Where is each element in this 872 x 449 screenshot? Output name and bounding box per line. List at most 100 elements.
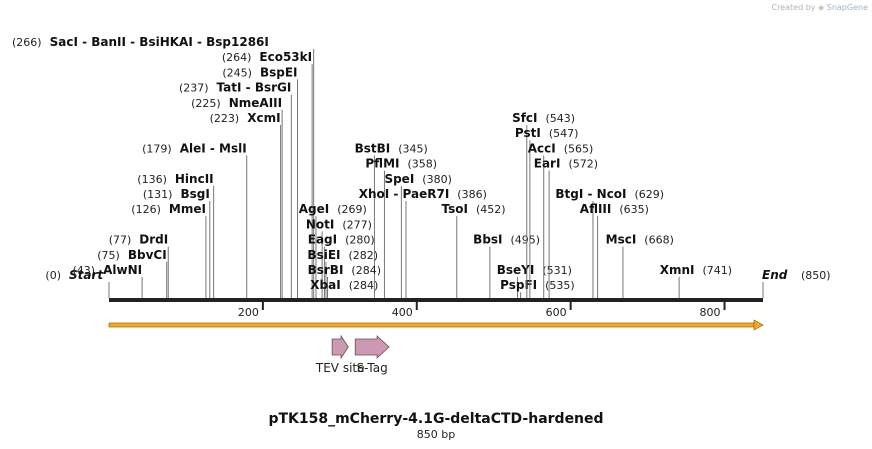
site-btgi[interactable]: (629) BtgI - NcoI [555, 187, 664, 298]
site-name[interactable]: BsgI [180, 187, 209, 201]
site-bseyi[interactable]: (531) BseYI [497, 263, 572, 298]
site-name[interactable]: XhoI - PaeR7I [359, 187, 450, 201]
site-msci[interactable]: (668) MscI [606, 233, 674, 298]
ruler-tick-label: 200 [238, 306, 259, 319]
site-name[interactable]: PspFI [500, 278, 537, 292]
site-position: (284) [349, 279, 379, 292]
site-name[interactable]: XcmI [247, 111, 280, 125]
site-name[interactable]: AccI [528, 141, 556, 155]
site-name[interactable]: BsrBI [308, 263, 344, 277]
site-position: (126) [131, 203, 161, 216]
site-name[interactable]: NmeAIII [229, 96, 282, 110]
site-position: (358) [408, 158, 438, 171]
site-acci[interactable]: (565) AccI [528, 141, 594, 298]
site-name[interactable]: Eco53kI [259, 50, 312, 64]
end-position-label: (850) [801, 269, 831, 282]
credit-prefix: Created by [771, 3, 816, 12]
site-alei[interactable]: (179) AleI - MslI [142, 141, 248, 298]
feature-arrow[interactable] [331, 334, 349, 360]
site-name[interactable]: EagI [308, 233, 337, 247]
site-afliii[interactable]: (635) AflIII [580, 202, 649, 298]
site-sfci[interactable]: (543) SfcI [512, 111, 575, 298]
site-pspfi[interactable]: (535) PspFI [500, 278, 575, 298]
site-position: (668) [644, 234, 674, 247]
feature-tev-site[interactable]: TEV site [315, 334, 365, 375]
site-bbsi[interactable]: (495) BbsI [473, 233, 540, 298]
site-bsrbi[interactable]: (284) BsrBI [308, 263, 381, 298]
site-eari[interactable]: (572) EarI [534, 157, 598, 298]
feature-s-tag[interactable]: S-Tag [354, 335, 390, 375]
site-name[interactable]: PflMI [365, 157, 399, 171]
site-position: (131) [143, 188, 173, 201]
site-name[interactable]: SacI - BanII - BsiHKAI - Bsp1286I [50, 35, 269, 49]
feature-label: S-Tag [357, 361, 388, 375]
site-name[interactable]: BbsI [473, 233, 502, 247]
site-name[interactable]: BsiEI [307, 248, 340, 262]
site-name[interactable]: SfcI [512, 111, 537, 125]
site-name[interactable]: XbaI [310, 278, 340, 292]
ruler-tick-400: 400 [392, 302, 418, 319]
site-xbai[interactable]: (284) XbaI [310, 278, 378, 298]
site-spei[interactable]: (380) SpeI [384, 172, 452, 298]
site-name[interactable]: DrdI [139, 233, 168, 247]
site-bstbi[interactable]: (345) BstBI [355, 141, 428, 298]
site-pflmi[interactable]: (358) PflMI [365, 157, 437, 298]
site-agei[interactable]: (269) AgeI [299, 202, 367, 298]
start-label[interactable]: Start [69, 268, 104, 282]
site-name[interactable]: PstI [515, 126, 541, 140]
feature-label: TEV site [315, 361, 365, 375]
site-position: (223) [210, 112, 240, 125]
site-eagi[interactable]: (280) EagI [308, 233, 375, 298]
site-saci[interactable]: (266) SacI - BanII - BsiHKAI - Bsp1286I [12, 35, 315, 298]
site-bsgi[interactable]: (131) BsgI [143, 187, 211, 298]
site-name[interactable]: BspEI [260, 65, 298, 79]
site-name[interactable]: TatI - BsrGI [217, 81, 292, 95]
site-name[interactable]: SpeI [384, 172, 414, 186]
orf-arrowhead-icon [753, 319, 764, 331]
site-name[interactable]: BstBI [355, 141, 391, 155]
site-name[interactable]: AlwNI [103, 263, 142, 277]
sequence-backbone [109, 298, 763, 302]
site-name[interactable]: BbvCI [128, 248, 167, 262]
site-name[interactable]: AgeI [299, 202, 329, 216]
orf-arrow-body[interactable] [108, 322, 755, 328]
site-xcmi[interactable]: (223) XcmI [210, 111, 282, 298]
site-name[interactable]: MscI [606, 233, 637, 247]
site-nmeaiii[interactable]: (225) NmeAIII [191, 96, 283, 298]
site-name[interactable]: MmeI [169, 202, 206, 216]
ruler-tick-label: 800 [700, 306, 721, 319]
ruler-tick-800: 800 [700, 302, 726, 319]
site-bspei[interactable]: (245) BspEI [222, 65, 299, 298]
site-tsoi[interactable]: (452) TsoI [442, 202, 506, 298]
site-drdi[interactable]: (77) DrdI [109, 233, 169, 298]
site-hincii[interactable]: (136) HincII [137, 172, 215, 298]
site-name[interactable]: BseYI [497, 263, 535, 277]
feature-arrow[interactable] [354, 335, 390, 359]
site-name[interactable]: HincII [175, 172, 214, 186]
site-position: (547) [549, 127, 579, 140]
site-bbvci[interactable]: (75) BbvCI [97, 248, 168, 298]
site-tati[interactable]: (237) TatI - BsrGI [179, 81, 292, 298]
site-name[interactable]: TsoI [442, 202, 468, 216]
site-position: (565) [564, 142, 594, 155]
site-noti[interactable]: (277) NotI [306, 217, 372, 298]
site-name[interactable]: NotI [306, 217, 335, 231]
site-alwni[interactable]: (43) AlwNI [72, 263, 143, 298]
site-xhoi[interactable]: (386) XhoI - PaeR7I [359, 187, 487, 298]
site-xmni[interactable]: (741) XmnI [660, 263, 732, 298]
site-psti[interactable]: (547) PstI [515, 126, 579, 298]
restriction-sites: (0) Start End (850) (266) SacI - BanII - BsiH… [12, 35, 831, 298]
site-name[interactable]: XmnI [660, 263, 695, 277]
site-eco53ki[interactable]: (264) Eco53kI [222, 50, 313, 298]
end-label[interactable]: End [762, 268, 788, 282]
site-name[interactable]: AflIII [580, 202, 612, 216]
site-bsiei[interactable]: (282) BsiEI [307, 248, 378, 298]
site-name[interactable]: BtgI - NcoI [555, 187, 626, 201]
site-mmei[interactable]: (126) MmeI [131, 202, 207, 298]
site-position: (225) [191, 97, 221, 110]
ruler-tick-600: 600 [546, 302, 572, 319]
site-name[interactable]: EarI [534, 157, 561, 171]
site-name[interactable]: AleI - MslI [180, 141, 247, 155]
